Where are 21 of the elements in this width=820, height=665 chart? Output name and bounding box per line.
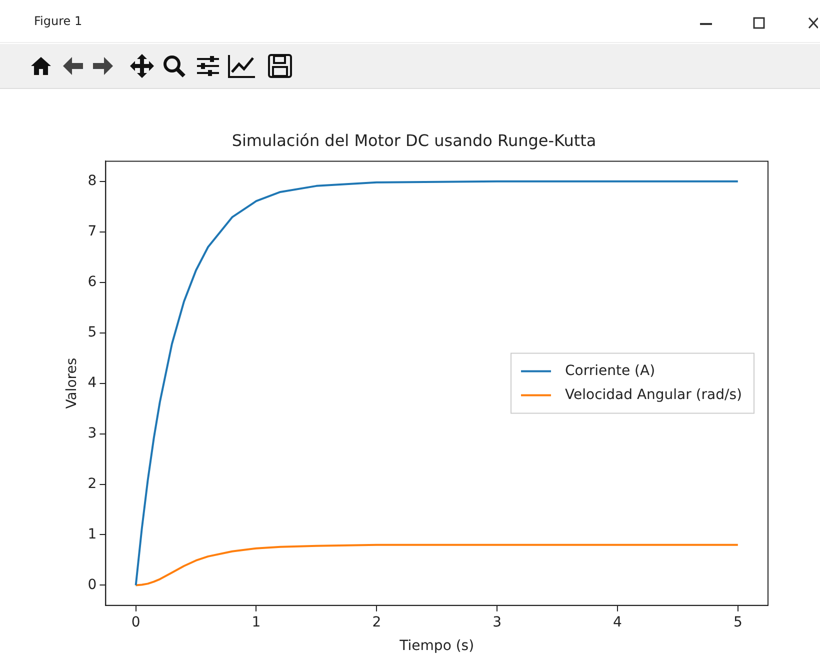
x-axis-title: Tiempo (s) [398, 638, 474, 654]
legend-label: Velocidad Angular (rad/s) [565, 386, 742, 403]
x-tick-label: 4 [613, 614, 622, 630]
y-tick-label: 6 [88, 274, 97, 290]
chart-title: Simulación del Motor DC usando Runge-Kutta [232, 130, 596, 150]
y-tick-label: 4 [88, 374, 97, 391]
x-tick-label: 0 [131, 614, 140, 630]
y-tick-label: 2 [88, 476, 97, 492]
x-tick-label: 1 [252, 614, 261, 630]
y-tick-label: 0 [88, 576, 97, 593]
x-tick-label: 5 [733, 614, 742, 630]
y-axis-title: Valores [64, 358, 80, 409]
x-tick-label: 3 [492, 614, 502, 630]
y-tick-label: 7 [88, 224, 97, 240]
y-tick-label: 8 [88, 173, 97, 190]
y-tick-label: 3 [88, 425, 97, 442]
y-tick-label: 1 [88, 526, 97, 542]
caption: Figure 1 [34, 14, 82, 28]
y-tick-label: 5 [88, 324, 97, 340]
legend-label: Corriente (A) [565, 362, 656, 379]
x-tick-label: 2 [372, 614, 382, 630]
